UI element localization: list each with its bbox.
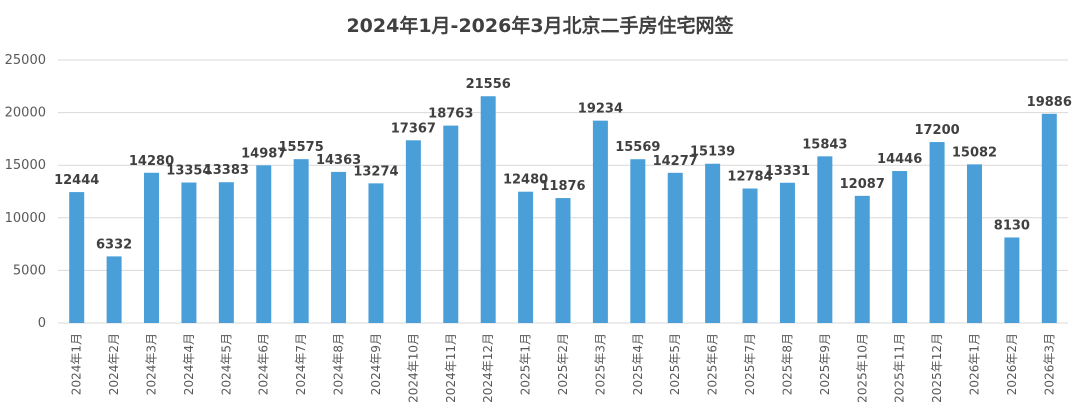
x-tick-label: 2024年8月 (332, 333, 346, 395)
x-tick-label: 2024年11月 (444, 333, 458, 403)
bar (218, 182, 234, 323)
data-label: 15082 (952, 145, 997, 160)
bars (69, 96, 1057, 323)
x-tick-label: 2026年1月 (967, 333, 981, 395)
bar (929, 142, 945, 323)
data-label: 13383 (204, 163, 249, 178)
data-label: 15569 (615, 140, 660, 155)
x-tick-label: 2025年12月 (930, 333, 944, 403)
bar (368, 183, 384, 323)
data-label: 12480 (503, 173, 548, 188)
bar (331, 171, 347, 323)
y-tick-label: 5000 (13, 263, 46, 278)
data-label: 11876 (540, 179, 585, 194)
x-tick-label: 2024年6月 (257, 333, 271, 395)
bar (817, 156, 833, 323)
bar (667, 172, 683, 323)
bar (256, 165, 272, 323)
x-axis-ticks: 2024年1月 2024年2月 2024年3月 2024年4月 2024年5月 2024年… (70, 333, 1057, 403)
y-tick-label: 0 (38, 316, 46, 331)
data-label: 17200 (914, 123, 959, 138)
data-label: 12444 (54, 173, 99, 188)
x-tick-label: 2024年5月 (219, 333, 233, 395)
x-tick-label: 2025年4月 (631, 333, 645, 395)
data-label: 15843 (802, 137, 847, 152)
data-label: 17367 (391, 121, 436, 136)
bar (854, 195, 870, 323)
bar (630, 159, 646, 323)
data-label: 14987 (241, 146, 286, 161)
x-tick-label: 2024年7月 (294, 333, 308, 395)
data-label: 12784 (727, 170, 772, 185)
bar (144, 172, 160, 323)
x-tick-label: 2024年1月 (70, 333, 84, 395)
bar (480, 96, 496, 323)
x-tick-label: 2024年2月 (107, 333, 121, 395)
data-label: 15139 (690, 145, 735, 160)
bar (405, 140, 421, 323)
data-label: 21556 (466, 77, 511, 92)
bar (443, 125, 459, 323)
data-label: 19886 (1027, 95, 1072, 110)
x-tick-label: 2025年10月 (855, 333, 869, 403)
x-tick-label: 2025年6月 (706, 333, 720, 395)
x-tick-label: 2025年11月 (893, 333, 907, 403)
data-label: 14363 (316, 153, 361, 168)
bar (293, 159, 309, 323)
chart-title: 2024年1月-2026年3月北京二手房住宅网签 (346, 14, 734, 37)
data-label: 15575 (279, 140, 324, 155)
bar (518, 191, 534, 323)
x-tick-label: 2025年2月 (556, 333, 570, 395)
x-tick-label: 2024年4月 (182, 333, 196, 395)
x-tick-label: 2025年5月 (668, 333, 682, 395)
data-label: 19234 (578, 102, 623, 117)
bar (742, 188, 758, 323)
bar (779, 182, 795, 323)
data-label: 6332 (96, 237, 132, 252)
bar (966, 164, 982, 323)
x-tick-label: 2026年3月 (1042, 333, 1056, 395)
data-label: 14280 (129, 154, 174, 169)
x-tick-label: 2024年10月 (406, 333, 420, 403)
data-label: 14277 (653, 154, 698, 169)
bar (592, 120, 608, 323)
bar (181, 182, 197, 323)
data-label: 13331 (765, 164, 810, 179)
x-tick-label: 2026年2月 (1005, 333, 1019, 395)
bar (1041, 113, 1057, 323)
x-tick-label: 2024年9月 (369, 333, 383, 395)
data-label: 12087 (840, 177, 885, 192)
bar (1004, 237, 1020, 323)
x-tick-label: 2024年3月 (145, 333, 159, 395)
data-label: 8130 (994, 218, 1030, 233)
y-tick-label: 10000 (5, 211, 46, 226)
data-labels: 1244463321428013354133831498715575143631… (54, 77, 1072, 252)
bar (705, 163, 721, 323)
x-tick-label: 2025年3月 (593, 333, 607, 395)
y-axis-ticks: 0 5000 10000 15000 20000 25000 (5, 53, 46, 331)
bar (555, 198, 571, 323)
x-tick-label: 2024年12月 (481, 333, 495, 403)
bar (892, 171, 908, 323)
bar (69, 192, 85, 323)
x-tick-label: 2025年8月 (780, 333, 794, 395)
bar (106, 256, 122, 323)
data-label: 13274 (353, 164, 398, 179)
x-tick-label: 2025年1月 (519, 333, 533, 395)
y-tick-label: 15000 (5, 158, 46, 173)
data-label: 18763 (428, 107, 473, 122)
y-tick-label: 20000 (5, 106, 46, 121)
data-label: 13354 (166, 164, 211, 179)
y-tick-label: 25000 (5, 53, 46, 68)
x-tick-label: 2025年9月 (818, 333, 832, 395)
x-tick-label: 2025年7月 (743, 333, 757, 395)
data-label: 14446 (877, 152, 922, 167)
